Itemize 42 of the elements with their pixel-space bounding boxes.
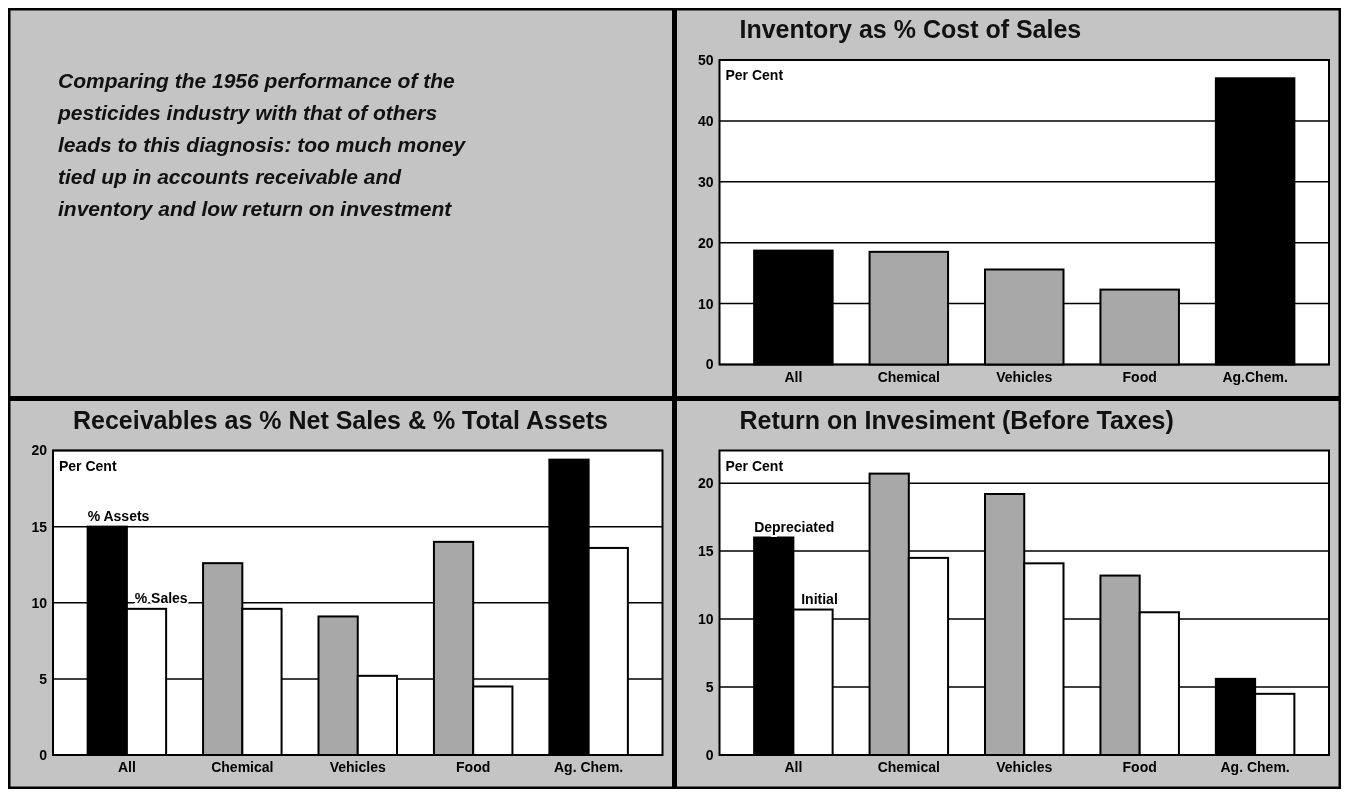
y-tick-label: 0 — [39, 746, 48, 763]
y-tick-label: 30 — [697, 173, 714, 190]
y-tick-label: 20 — [697, 234, 714, 251]
y-tick-label: 15 — [697, 542, 714, 559]
x-tick-label: Chemical — [211, 759, 274, 775]
text: Comparing the 1956 performance of the pesticides industry with that of others leads to this diagnosis: too much money tied up in accounts receivable and inventory and low return on investment — [57, 69, 467, 220]
x-tick-label: Chemical — [877, 759, 940, 775]
y-axis-title: Per Cent — [725, 67, 784, 83]
y-axis-title: Per Cent — [725, 457, 784, 474]
y-tick-label: 40 — [697, 112, 714, 129]
y-tick-label: 0 — [705, 746, 714, 763]
x-tick-label: All — [784, 759, 803, 775]
series-label: % Sales — [134, 589, 188, 606]
chart-title: Inventory as % Cost of Sales — [739, 15, 1082, 43]
y-tick-label: 15 — [31, 518, 48, 535]
y-tick-label: 50 — [697, 51, 714, 68]
chart-title: Receivables as % Net Sales & % Total Assets — [73, 405, 608, 434]
x-tick-label: Vehicles — [996, 759, 1053, 775]
y-axis-title: Per Cent — [59, 457, 117, 474]
x-tick-label: Ag. Chem. — [554, 759, 624, 775]
y-tick-label: 5 — [705, 678, 714, 695]
x-tick-label: Ag. Chem. — [1220, 759, 1290, 775]
x-tick-label: Food — [1122, 759, 1157, 775]
x-tick-label: Chemical — [877, 368, 940, 385]
y-tick-label: 20 — [31, 442, 48, 459]
y-tick-label: 0 — [705, 356, 714, 373]
y-tick-label: 5 — [39, 670, 48, 687]
series-label: % Assets — [87, 507, 150, 524]
y-tick-label: 20 — [697, 475, 714, 492]
x-tick-label: All — [784, 368, 803, 385]
x-tick-label: Food — [1122, 368, 1157, 385]
x-tick-label: All — [117, 759, 136, 775]
series-label: Initial — [801, 590, 838, 607]
x-tick-label: Vehicles — [329, 759, 386, 775]
y-tick-label: 10 — [697, 295, 714, 312]
x-tick-label: Vehicles — [996, 368, 1053, 385]
chart-title: Return on Invesiment (Before Taxes) — [739, 405, 1174, 434]
x-tick-label: Ag.Chem. — [1222, 368, 1288, 385]
x-tick-label: Food — [456, 759, 491, 775]
series-label: Depreciated — [754, 518, 835, 535]
y-tick-label: 10 — [697, 610, 714, 627]
y-tick-label: 10 — [31, 594, 48, 611]
